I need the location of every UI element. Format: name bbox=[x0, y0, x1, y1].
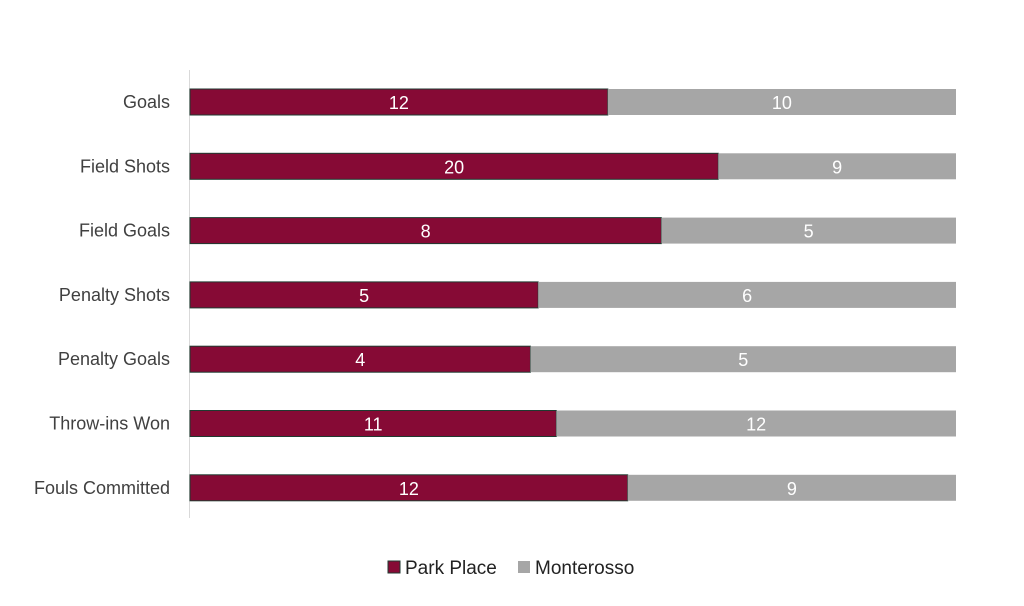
category-label: Goals bbox=[123, 92, 170, 112]
data-label: 11 bbox=[364, 415, 383, 435]
data-label: 4 bbox=[355, 350, 365, 370]
legend-swatch bbox=[518, 561, 530, 573]
data-label: 5 bbox=[738, 350, 748, 370]
data-label: 9 bbox=[832, 157, 842, 177]
category-label: Field Shots bbox=[80, 156, 170, 176]
data-label: 9 bbox=[787, 479, 797, 499]
bar-monterosso bbox=[661, 217, 956, 244]
data-label: 8 bbox=[421, 222, 431, 242]
data-label: 20 bbox=[444, 157, 464, 177]
data-label: 12 bbox=[389, 93, 409, 113]
category-label: Fouls Committed bbox=[34, 478, 170, 498]
bar-monterosso bbox=[538, 281, 956, 308]
bar-monterosso bbox=[530, 346, 956, 373]
category-label: Throw-ins Won bbox=[49, 414, 170, 434]
legend: Park Place Monterosso bbox=[387, 558, 634, 579]
bar-park-place bbox=[189, 281, 539, 309]
data-label: 12 bbox=[399, 479, 419, 499]
legend-label: Park Place bbox=[405, 558, 497, 579]
data-label: 12 bbox=[746, 415, 766, 435]
legend-label: Monterosso bbox=[535, 558, 634, 579]
bar-park-place bbox=[189, 474, 629, 502]
bar-park-place bbox=[189, 217, 662, 245]
bar-park-place bbox=[189, 345, 531, 373]
bar-monterosso bbox=[718, 153, 956, 180]
bar-monterosso bbox=[607, 89, 956, 115]
category-label: Penalty Shots bbox=[59, 285, 170, 305]
bar-monterosso bbox=[556, 410, 956, 437]
data-label: 5 bbox=[359, 286, 369, 306]
bar-park-place bbox=[189, 410, 557, 437]
legend-swatch bbox=[387, 560, 401, 574]
data-label: 6 bbox=[742, 286, 752, 306]
bar-park-place bbox=[189, 152, 719, 180]
data-label: 10 bbox=[772, 93, 792, 113]
bar-monterosso bbox=[627, 474, 956, 501]
data-label: 5 bbox=[804, 222, 814, 242]
category-label: Penalty Goals bbox=[58, 349, 170, 369]
category-label: Field Goals bbox=[79, 221, 170, 241]
